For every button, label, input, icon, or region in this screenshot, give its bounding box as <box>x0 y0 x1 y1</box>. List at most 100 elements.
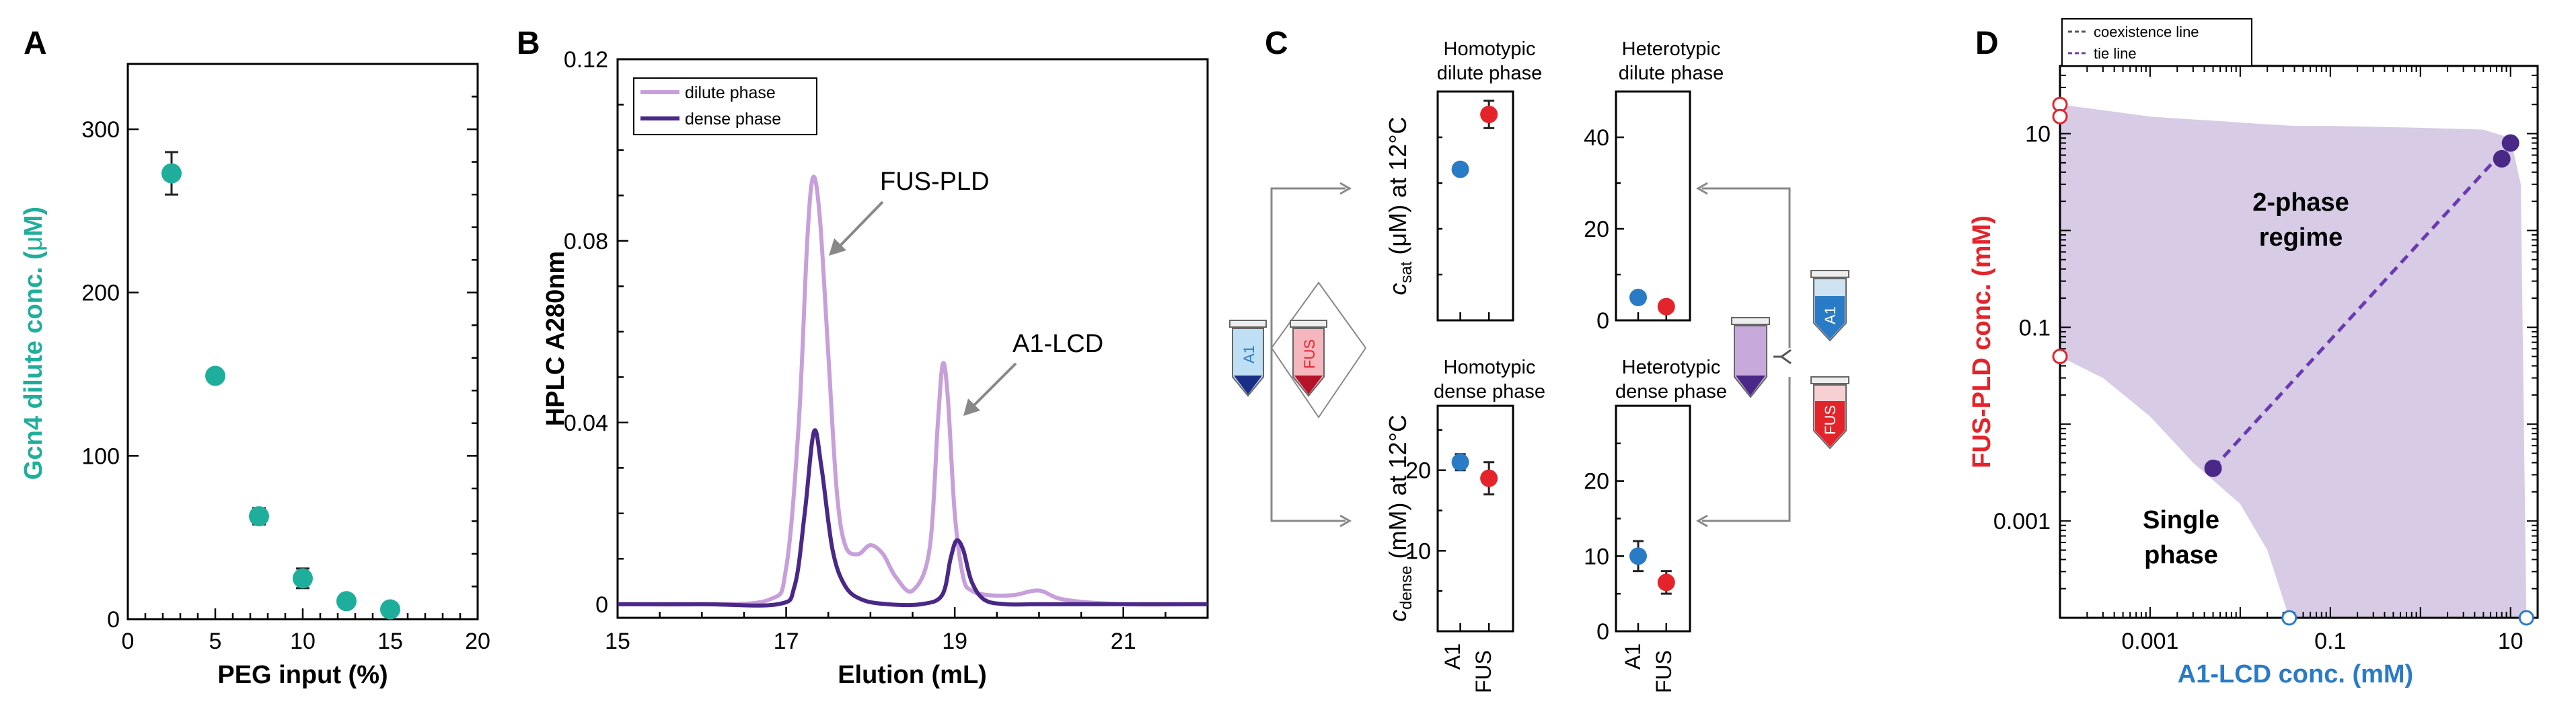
connector-left-bottom <box>1270 348 1346 522</box>
x-tick-label: 5 <box>209 629 222 654</box>
x-tick-label: 15 <box>605 629 630 654</box>
connector-right-top <box>1702 187 1791 348</box>
panel-d-tie-line <box>2052 96 2534 626</box>
legend-coexistence-label: coexistence line <box>2094 24 2199 40</box>
data-point <box>249 506 269 527</box>
subplot-heterotypic-dilute <box>1615 90 1691 322</box>
legend-tie-label: tie line <box>2094 45 2137 62</box>
panel-b: B 15 17 19 21 0 0.04 0.08 0.12 dilute phase den… <box>517 26 1209 689</box>
panel-c-ylabel-bottom: cdense (mM) at 12°C <box>1384 415 1415 622</box>
title-homotypic-dense-2: dense phase <box>1434 381 1545 402</box>
data-point-a1 <box>1451 453 1469 471</box>
title-heterotypic-dense-1: Heterotypic <box>1622 357 1721 378</box>
x-tick-label: 17 <box>774 629 799 654</box>
tube-schematic-left: A1 FUS <box>1229 182 1366 528</box>
panel-a-ylabel-mu: μ <box>20 236 48 251</box>
axis-marker-x <box>2281 610 2297 626</box>
tube-fus-pellet <box>1294 376 1323 394</box>
tube-fus-cap <box>1290 320 1327 328</box>
y-tick-label: 20 <box>1584 217 1609 242</box>
ylabel-bottom-rest: (mM) at 12°C <box>1384 415 1411 565</box>
connector-arrow-bottom <box>1339 514 1352 528</box>
panel-a-points <box>161 151 400 620</box>
y-tick-label: 300 <box>81 117 120 143</box>
tube-sep-fus-label: FUS <box>1822 405 1839 435</box>
panel-a-letter: A <box>24 26 47 61</box>
connector-arrow-top <box>1339 182 1352 195</box>
panel-b-letter: B <box>517 26 540 61</box>
data-point-a1 <box>1451 160 1469 178</box>
axis-marker-x <box>2518 610 2534 626</box>
data-point <box>205 365 225 386</box>
legend-dense-label: dense phase <box>685 110 781 129</box>
panel-a-ylabel-end: M) <box>20 207 48 236</box>
title-homotypic-dense-1: Homotypic <box>1444 357 1536 378</box>
x-tick-label: 20 <box>465 629 490 654</box>
y-tick-label: 0.001 <box>1993 509 2051 534</box>
annotation-a1-lcd-arrow <box>969 362 1017 411</box>
axis-marker-y <box>2052 349 2068 365</box>
panel-c-points <box>1451 100 1675 595</box>
ylabel-top-c: c <box>1384 283 1411 295</box>
y-tick-label: 10 <box>1405 538 1431 564</box>
data-point-fus <box>1480 469 1498 487</box>
x-tick-label: 15 <box>377 629 403 654</box>
two-phase-region <box>2060 104 2527 618</box>
region-label-two-phase: 2-phase <box>2252 188 2349 217</box>
panel-b-lines <box>617 174 1208 608</box>
tube-sep-a1-fill <box>1815 296 1845 339</box>
cat-fus-heterotypic: FUS <box>1652 650 1676 693</box>
tube-schematic-right: A1 FUS <box>1695 182 1849 528</box>
panel-c-letter: C <box>1265 26 1288 61</box>
title-heterotypic-dilute-2: dilute phase <box>1619 63 1724 84</box>
y-tick-label: 10 <box>2025 122 2051 147</box>
panel-d-ylabel: FUS-PLD conc. (mM) <box>1968 215 1996 468</box>
title-heterotypic-dilute-1: Heterotypic <box>1622 38 1721 60</box>
ylabel-bottom-sub: dense <box>1397 566 1415 610</box>
title-homotypic-dilute-2: dilute phase <box>1437 63 1542 84</box>
panel-d-region <box>2060 104 2527 618</box>
tube-a1-cap <box>1229 320 1267 328</box>
panel-d-xlabel: A1-LCD conc. (mM) <box>2178 660 2413 688</box>
annotation-fus-pld-arrowhead <box>829 238 846 256</box>
tie-line-point <box>2204 459 2222 477</box>
panel-a-frame <box>126 63 479 621</box>
tube-a1-pellet <box>1234 376 1262 394</box>
tube-sep-a1-label: A1 <box>1822 306 1839 324</box>
tube-sep-a1-cap <box>1810 270 1849 278</box>
data-point <box>161 163 182 184</box>
panel-a-ylabel-main: Gcn4 dilute conc. ( <box>20 251 48 480</box>
data-point-fus <box>1480 106 1498 123</box>
panel-b-ylabel: HPLC A280nm <box>542 251 570 426</box>
panel-b-frame <box>616 58 1209 619</box>
tie-line <box>2211 141 2512 470</box>
panel-d-ticks: 0.001 0.1 10 0.001 0.1 10 <box>1993 65 2538 654</box>
panel-c-ticks: 0 20 40 10 20 0 10 20 <box>1405 90 1668 645</box>
series-line-dilute <box>617 174 1208 607</box>
annotation-a1-lcd-arrowhead <box>963 398 980 416</box>
panel-c-ylabel-top: csat (μM) at 12°C <box>1384 116 1415 295</box>
y-tick-label: 0 <box>1596 619 1609 645</box>
data-point-a1 <box>1629 289 1647 306</box>
x-tick-label: 0.001 <box>2121 629 2178 654</box>
connector-arrow-right-bottom <box>1695 514 1708 528</box>
panel-a-ylabel: Gcn4 dilute conc. (μM) <box>20 207 48 480</box>
ylabel-top-sub: sat <box>1397 261 1415 283</box>
x-tick-label: 19 <box>942 629 967 654</box>
y-tick-label: 0.1 <box>2019 315 2051 341</box>
connector-right-bottom <box>1702 377 1791 522</box>
y-tick-label: 0 <box>1596 308 1609 334</box>
x-tick-label: 21 <box>1111 629 1136 654</box>
y-tick-label: 0 <box>107 607 120 633</box>
panel-b-legend-box <box>633 77 817 135</box>
y-tick-label: 20 <box>1405 458 1431 484</box>
x-tick-label: 10 <box>290 629 316 654</box>
subplot-homotypic-dilute <box>1436 90 1514 322</box>
y-tick-label: 200 <box>81 281 120 306</box>
data-point <box>336 591 357 612</box>
region-label-regime: regime <box>2259 223 2343 252</box>
data-point <box>380 599 400 620</box>
y-tick-label: 100 <box>81 444 120 469</box>
tie-line-point <box>2501 134 2519 152</box>
